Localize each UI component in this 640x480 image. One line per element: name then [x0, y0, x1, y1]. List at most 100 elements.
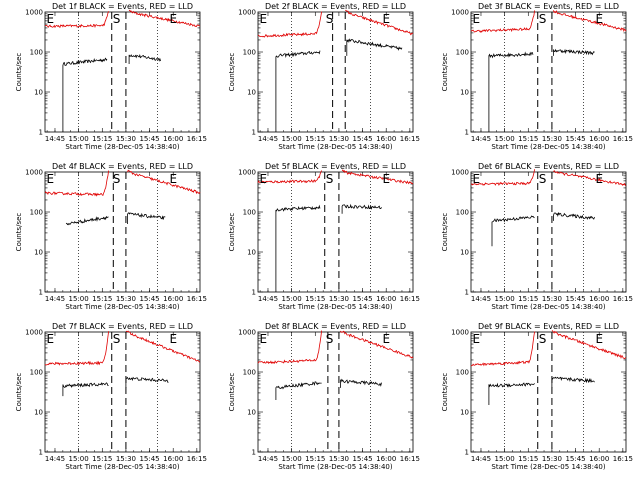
- x-tick-label: 16:00: [589, 295, 609, 303]
- interval-marker-s: S: [326, 12, 334, 26]
- interval-marker-e: E: [260, 172, 268, 186]
- lld-series-line: [44, 170, 109, 197]
- y-tick-label: 100: [243, 369, 256, 377]
- x-axis-label: Start Time (28-Dec-05 14:38:40): [65, 143, 179, 151]
- interval-marker-e: E: [382, 332, 390, 346]
- interval-marker-s: S: [539, 12, 547, 26]
- y-tick-label: 100: [456, 369, 469, 377]
- y-tick-label: 100: [243, 209, 256, 217]
- x-tick-label: 15:30: [542, 135, 562, 143]
- y-tick-label: 1: [252, 129, 256, 137]
- events-series-line: [551, 376, 595, 388]
- y-tick-label: 1: [465, 449, 469, 457]
- x-tick-label: 15:00: [282, 455, 302, 463]
- x-tick-label: 16:15: [187, 295, 207, 303]
- panel-title: Det 5f BLACK = Events, RED = LLD: [265, 162, 406, 171]
- panel-title: Det 1f BLACK = Events, RED = LLD: [52, 2, 193, 11]
- interval-marker-s: S: [539, 332, 547, 346]
- lld-series-line: [341, 169, 414, 185]
- x-tick-label: 15:45: [352, 455, 372, 463]
- plot-frame: [44, 11, 201, 133]
- interval-marker-e: E: [382, 172, 390, 186]
- events-series-line: [553, 211, 595, 221]
- y-axis-label: Counts/sec: [228, 213, 236, 252]
- lld-series-line: [44, 331, 109, 366]
- y-tick-label: 10: [247, 249, 256, 257]
- y-tick-label: 10: [34, 89, 43, 97]
- events-series-line: [340, 378, 382, 388]
- plot-frame: [44, 331, 201, 453]
- x-tick-label: 14:45: [45, 455, 65, 463]
- x-tick-label: 16:15: [613, 135, 633, 143]
- y-tick-label: 10: [460, 409, 469, 417]
- x-tick-label: 14:45: [45, 135, 65, 143]
- panel-title: Det 6f BLACK = Events, RED = LLD: [478, 162, 619, 171]
- lld-series-line: [257, 170, 322, 184]
- x-tick-label: 15:15: [518, 295, 538, 303]
- interval-marker-s: S: [113, 172, 121, 186]
- x-tick-label: 14:45: [45, 295, 65, 303]
- x-tick-label: 15:30: [329, 135, 349, 143]
- panel-det-1: Det 1f BLACK = Events, RED = LLD 1 10 100 10…: [15, 2, 207, 151]
- panel-det-3: Det 3f BLACK = Events, RED = LLD 1 10 100 10…: [441, 2, 633, 151]
- panel-title: Det 2f BLACK = Events, RED = LLD: [265, 2, 406, 11]
- panel-det-6: Det 6f BLACK = Events, RED = LLD 1 10 100 10…: [441, 162, 633, 311]
- panel-det-9: Det 9f BLACK = Events, RED = LLD 1 10 100 10…: [441, 322, 633, 471]
- x-axis-label: Start Time (28-Dec-05 14:38:40): [491, 303, 605, 311]
- x-axis-label: Start Time (28-Dec-05 14:38:40): [491, 463, 605, 471]
- panel-title: Det 9f BLACK = Events, RED = LLD: [478, 322, 619, 331]
- y-tick-label: 1000: [25, 9, 43, 17]
- x-tick-label: 15:00: [69, 295, 89, 303]
- interval-marker-s: S: [113, 332, 121, 346]
- events-series-line: [62, 382, 109, 397]
- y-axis-label: Counts/sec: [15, 53, 23, 92]
- events-series-line: [553, 48, 595, 56]
- x-tick-label: 15:00: [69, 455, 89, 463]
- y-tick-label: 1: [465, 129, 469, 137]
- x-tick-label: 15:30: [116, 135, 136, 143]
- x-tick-label: 16:00: [376, 455, 396, 463]
- x-tick-label: 15:30: [116, 295, 136, 303]
- x-tick-label: 15:45: [352, 135, 372, 143]
- x-tick-label: 16:00: [163, 295, 183, 303]
- x-tick-label: 16:00: [589, 455, 609, 463]
- y-tick-label: 10: [247, 89, 256, 97]
- interval-marker-e: E: [473, 12, 481, 26]
- x-axis-label: Start Time (28-Dec-05 14:38:40): [65, 463, 179, 471]
- x-tick-label: 15:45: [565, 455, 585, 463]
- lld-series-line: [470, 169, 535, 186]
- events-series-line: [127, 212, 166, 224]
- lld-series-line: [551, 330, 627, 360]
- x-tick-label: 15:15: [92, 295, 112, 303]
- x-axis-label: Start Time (28-Dec-05 14:38:40): [278, 463, 392, 471]
- y-tick-label: 1: [252, 449, 256, 457]
- x-tick-label: 15:15: [92, 455, 112, 463]
- y-axis-label: Counts/sec: [441, 373, 449, 412]
- x-tick-label: 16:15: [400, 295, 420, 303]
- y-axis-label: Counts/sec: [228, 373, 236, 412]
- x-tick-label: 16:15: [400, 455, 420, 463]
- x-tick-label: 15:15: [92, 135, 112, 143]
- x-tick-label: 15:45: [565, 295, 585, 303]
- y-tick-label: 1000: [25, 329, 43, 337]
- y-tick-label: 1: [39, 449, 43, 457]
- y-axis-label: Counts/sec: [228, 53, 236, 92]
- events-series-line: [125, 376, 169, 388]
- panel-title: Det 4f BLACK = Events, RED = LLD: [52, 162, 193, 171]
- plot-frame: [470, 11, 627, 133]
- plot-frame: [257, 171, 414, 293]
- events-series-line: [275, 381, 322, 400]
- y-tick-label: 10: [460, 89, 469, 97]
- panel-title: Det 7f BLACK = Events, RED = LLD: [52, 322, 193, 331]
- interval-marker-e: E: [595, 332, 603, 346]
- events-series-line: [491, 215, 535, 247]
- y-axis-label: Counts/sec: [15, 373, 23, 412]
- interval-marker-e: E: [473, 172, 481, 186]
- x-tick-label: 15:45: [139, 455, 159, 463]
- interval-marker-s: S: [539, 172, 547, 186]
- x-tick-label: 15:15: [518, 455, 538, 463]
- interval-marker-s: S: [113, 12, 121, 26]
- lld-series-line: [125, 330, 201, 363]
- events-series-line: [275, 50, 321, 132]
